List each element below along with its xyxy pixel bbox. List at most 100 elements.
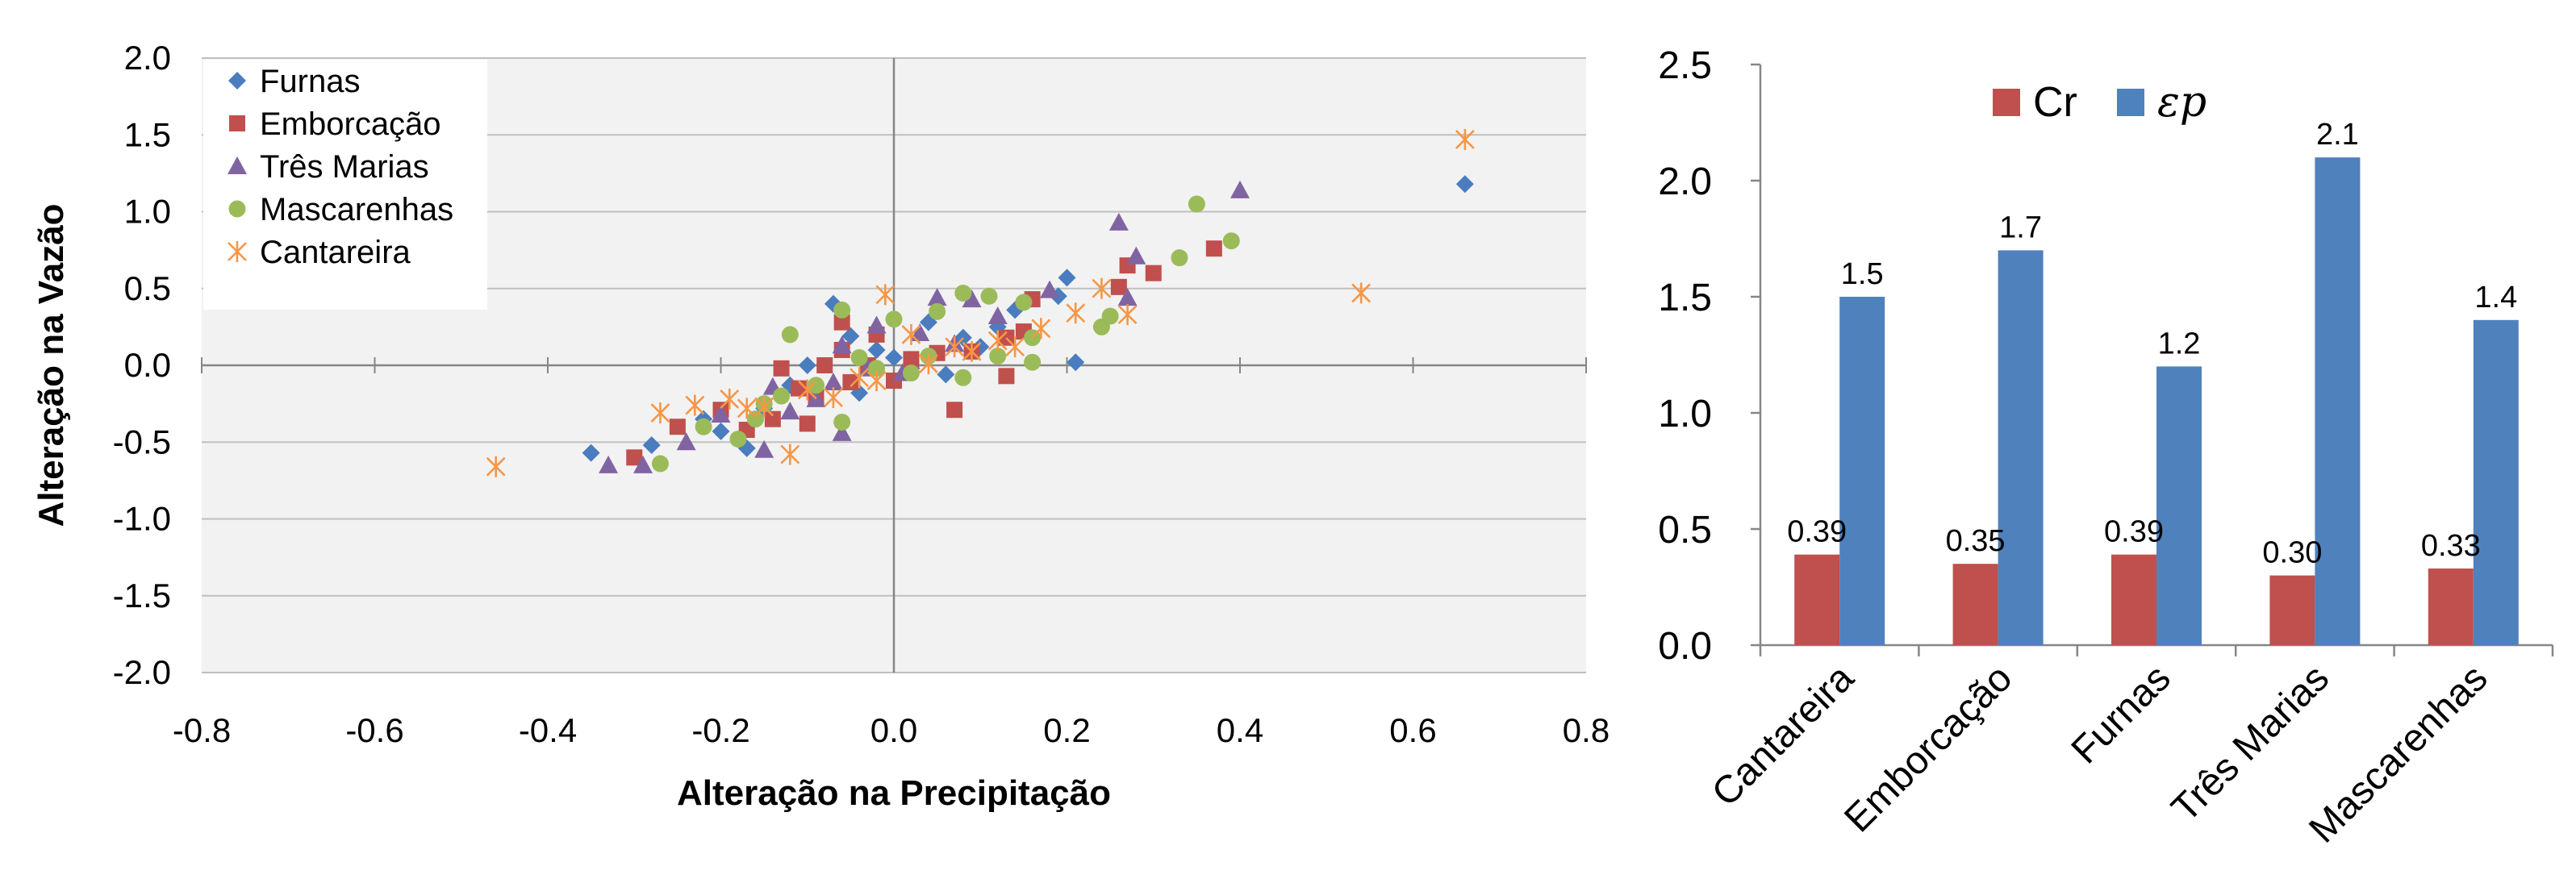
scatter-point-cantareira — [987, 330, 1008, 352]
legend-label-ep: εp — [2157, 78, 2207, 127]
scatter-point-tres-marias — [780, 402, 800, 420]
scatter-point-furnas — [1058, 269, 1076, 287]
bar-y-tick-label: 2.5 — [1658, 44, 1712, 87]
bar-data-label: 0.39 — [1787, 515, 1847, 549]
scatter-point-emborcacao — [1110, 278, 1127, 295]
scatter-point-tres-marias — [1108, 212, 1129, 231]
scatter-point-cantareira — [1455, 128, 1475, 150]
scatter-point-mascarenhas — [729, 430, 747, 448]
scatter-point-mascarenhas — [746, 410, 764, 428]
scatter-x-tick-label: 0.2 — [1043, 711, 1090, 749]
scatter-point-cantareira — [1351, 282, 1372, 304]
scatter-y-tick-label: -1.5 — [113, 577, 171, 614]
scatter-point-tres-marias — [711, 404, 731, 423]
scatter-y-tick-label: -1.0 — [113, 500, 171, 538]
bar-data-label: 0.39 — [2104, 515, 2164, 549]
bar-y-tick-label: 1.5 — [1658, 277, 1712, 319]
scatter-point-mascarenhas — [989, 348, 1007, 365]
scatter-point-mascarenhas — [980, 287, 998, 305]
scatter-y-tick-label: -0.5 — [113, 423, 171, 460]
bar-data-label: 1.5 — [1841, 257, 1884, 291]
scatter-point-mascarenhas — [1024, 353, 1042, 371]
scatter-point-mascarenhas — [1015, 294, 1033, 311]
bar-data-labels: 0.39 1.5 0.35 1.7 0.39 1.2 0.30 2.1 0.33 1.4 — [1787, 118, 2517, 569]
scatter-y-tick-label: 0.5 — [124, 269, 171, 307]
legend-marker-furnas — [228, 72, 246, 90]
scatter-point-cantareira — [1031, 318, 1051, 340]
bar-data-label: 0.35 — [1946, 524, 2006, 558]
scatter-point-cantareira — [737, 398, 757, 419]
scatter-point-mascarenhas — [929, 302, 946, 320]
scatter-point-cantareira — [866, 370, 887, 392]
scatter-point-mascarenhas — [1092, 318, 1110, 335]
scatter-point-mascarenhas — [885, 310, 903, 328]
scatter-point-mascarenhas — [1222, 232, 1240, 250]
bar-data-label: 0.33 — [2421, 529, 2481, 563]
bar-ep — [2315, 157, 2361, 645]
scatter-point-emborcacao — [626, 449, 643, 466]
legend-marker-tres-marias — [228, 156, 247, 174]
scatter-point-emborcacao — [816, 357, 833, 373]
scatter-point-furnas — [1067, 353, 1085, 372]
scatter-point-mascarenhas — [833, 301, 851, 319]
scatter-x-tick-label: -0.6 — [345, 711, 403, 749]
scatter-point-emborcacao — [946, 402, 963, 419]
scatter-point-emborcacao — [773, 360, 790, 377]
scatter-point-cantareira — [650, 402, 670, 424]
bar-data-label: 1.7 — [1999, 210, 2042, 244]
scatter-point-mascarenhas — [954, 369, 972, 386]
scatter-y-tick-label: 1.5 — [124, 115, 171, 153]
scatter-x-tick-label: 0.0 — [870, 711, 917, 749]
bar-legend: Cr εp — [1993, 78, 2207, 127]
scatter-point-emborcacao — [799, 415, 816, 432]
scatter-point-emborcacao — [903, 351, 920, 368]
scatter-legend: Furnas Emborcação Três Marias Mascarenhas Ca… — [203, 60, 487, 310]
scatter-x-tick-label: -0.4 — [519, 711, 577, 749]
bar-data-label: 1.2 — [2158, 327, 2201, 360]
scatter-point-cantareira — [754, 396, 774, 418]
scatter-point-tres-marias — [866, 315, 887, 334]
scatter-point-tres-marias — [910, 323, 930, 341]
scatter-point-furnas — [841, 327, 860, 345]
scatter-point-emborcacao — [1145, 265, 1162, 281]
scatter-point-mascarenhas — [773, 387, 791, 405]
scatter-x-tick-label: 0.4 — [1217, 711, 1263, 749]
scatter-x-tick-label: -0.2 — [691, 711, 749, 749]
bar-cr — [1794, 554, 1840, 645]
scatter-point-tres-marias — [754, 440, 774, 458]
bar-y-tick-labels: 0.0 0.5 1.0 1.5 2.0 2.5 — [1658, 44, 1712, 668]
scatter-point-mascarenhas — [1171, 249, 1188, 267]
scatter-point-emborcacao — [842, 373, 859, 390]
legend-label-cantareira: Cantareira — [260, 235, 411, 270]
legend-label-mascarenhas: Mascarenhas — [260, 192, 453, 227]
bar-data-label: 1.4 — [2474, 281, 2517, 315]
bar-y-tick-label: 0.5 — [1658, 509, 1712, 552]
scatter-point-furnas — [937, 365, 955, 384]
bar-ep — [2473, 319, 2519, 645]
scatter-point-cantareira — [918, 353, 938, 375]
legend-marker-cantareira — [228, 241, 247, 262]
scatter-point-mascarenhas — [850, 348, 868, 366]
scatter-y-tick-label: -2.0 — [113, 653, 171, 691]
scatter-point-cantareira — [720, 388, 740, 410]
scatter-point-furnas — [1455, 175, 1474, 194]
scatter-point-emborcacao — [1205, 240, 1222, 257]
bar-bars — [1794, 157, 2519, 645]
legend-marker-mascarenhas — [228, 200, 246, 218]
scatter-point-tres-marias — [927, 288, 947, 306]
scatter-point-mascarenhas — [833, 413, 851, 431]
scatter-points — [486, 128, 1475, 477]
scatter-point-cantareira — [1117, 304, 1138, 326]
scatter-point-cantareira — [1005, 336, 1025, 358]
scatter-point-tres-marias — [1230, 180, 1250, 198]
bar-cr — [2111, 554, 2156, 645]
scatter-point-furnas — [712, 422, 730, 440]
scatter-point-cantareira — [945, 336, 964, 358]
scatter-point-cantareira — [962, 340, 982, 362]
scatter-x-tick-label: 0.6 — [1389, 711, 1436, 749]
legend-label-cr: Cr — [2033, 79, 2077, 126]
scatter-point-cantareira — [901, 323, 921, 345]
bar-cr — [2428, 568, 2474, 645]
scatter-point-cantareira — [780, 444, 800, 465]
